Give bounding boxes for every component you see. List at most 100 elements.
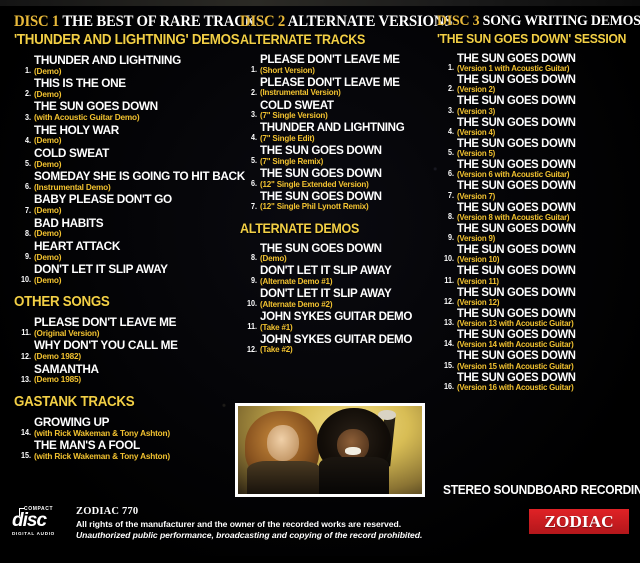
track-number: 15. [443, 360, 454, 370]
disc-title-1: THE BEST OF RARE TRACKS [62, 13, 264, 30]
track-item: 14. GROWING UP (with Rick Wakeman & Tony A… [14, 416, 236, 438]
track-title: THE MAN'S A FOOL [34, 438, 140, 453]
track-title: THE SUN GOES DOWN [260, 188, 382, 203]
track-title: THE SUN GOES DOWN [457, 72, 576, 86]
track-subtitle: (Version 12) [457, 297, 500, 307]
track-number: 3. [447, 105, 454, 115]
zodiac-label-logo: ZODIAC [529, 509, 629, 534]
photo-musician-left-face [267, 425, 299, 461]
cd-logo-disc-text: disc [12, 510, 47, 531]
track-item: 5. THE SUN GOES DOWN (7" Single Remix) [240, 144, 430, 166]
track-number: 2. [250, 87, 257, 97]
track-number: 4. [250, 133, 257, 143]
track-number: 8. [24, 228, 31, 238]
track-item: 3. THE SUN GOES DOWN (Version 3) [437, 94, 635, 116]
track-number: 12. [246, 344, 257, 354]
track-item: 5. COLD SWEAT (Demo) [14, 147, 236, 169]
disc-number-3: DISC 3 [437, 13, 480, 29]
track-item: 1. PLEASE DON'T LEAVE ME (Short Version) [240, 53, 430, 75]
track-subtitle: (Demo) [34, 65, 62, 76]
section-heading: OTHER SONGS [14, 294, 110, 311]
track-subtitle: (12" Single Phil Lynott Remix) [260, 201, 369, 212]
track-item: 9. HEART ATTACK (Demo) [14, 238, 236, 262]
track-item: 8. THE SUN GOES DOWN (Demo) [240, 242, 430, 264]
track-item: 13. SAMANTHA (Demo 1985) [14, 361, 236, 385]
track-title: WHY DON'T YOU CALL ME [34, 338, 178, 353]
zodiac-logo-text: ZODIAC [544, 511, 614, 531]
track-subtitle: (Version 15 with Acoustic Guitar) [457, 361, 574, 371]
track-title: PLEASE DON'T LEAVE ME [260, 74, 400, 89]
track-subtitle: (Version 13 with Acoustic Guitar) [457, 319, 574, 329]
top-edge-strip [0, 0, 640, 6]
track-item: 11. PLEASE DON'T LEAVE ME (Original Versio… [14, 316, 236, 338]
track-title: HEART ATTACK [34, 238, 121, 253]
track-number: 5. [447, 148, 454, 158]
disc-column-2: DISC 2 ALTERNATE VERSIONS ALTERNATE TRACK… [240, 14, 452, 356]
track-subtitle: (Demo) [34, 158, 62, 169]
track-number: 3. [250, 110, 257, 120]
track-subtitle: (Original Version) [34, 327, 100, 338]
legal-text-line-2: Unauthorized public performance, broadca… [76, 530, 423, 540]
track-item: 8. THE SUN GOES DOWN (Version 8 with Acous… [437, 200, 635, 222]
track-item: 13. THE SUN GOES DOWN (Version 13 with Aco… [437, 307, 635, 329]
track-list: 1. THE SUN GOES DOWN (Version 1 with Acous… [437, 50, 635, 392]
track-number: 5. [24, 159, 31, 169]
track-title: THE SUN GOES DOWN [260, 166, 382, 181]
track-subtitle: (12" Single Extended Version) [260, 178, 369, 189]
photo-musician-right-body [318, 457, 389, 494]
track-title: DON'T LET IT SLIP AWAY [260, 286, 392, 301]
track-subtitle: (Version 6 with Acoustic Guitar) [457, 170, 570, 180]
track-number: 6. [447, 169, 454, 179]
disc-subtitle-2: ALTERNATE TRACKS [240, 31, 366, 47]
track-subtitle: (Version 10) [457, 255, 500, 265]
track-subtitle: (Demo) [34, 205, 62, 216]
disc-title-3: SONG WRITING DEMOS [482, 13, 640, 29]
track-subtitle: (Version 4) [457, 127, 496, 137]
track-number: 1. [447, 63, 454, 72]
track-title: THE SUN GOES DOWN [260, 240, 382, 255]
disc-heading-3: DISC 3 SONG WRITING DEMOS [437, 13, 640, 29]
track-number: 1. [250, 64, 257, 74]
disc-title-2: ALTERNATE VERSIONS [287, 13, 453, 30]
track-title: SAMANTHA [34, 361, 99, 376]
track-item: 1. THUNDER AND LIGHTNING (Demo) [14, 54, 236, 76]
track-title: THE SUN GOES DOWN [457, 50, 576, 65]
track-subtitle: (Take #1) [260, 321, 293, 332]
track-item: 6. THE SUN GOES DOWN (12" Single Extended … [240, 167, 430, 189]
track-number: 10. [246, 299, 257, 309]
track-title: COLD SWEAT [260, 97, 334, 112]
track-subtitle: (Version 3) [457, 106, 496, 116]
footer: COMPACT disc DIGITAL AUDIO ZODIAC 770 Al… [0, 500, 640, 563]
photo-musician-right-face [337, 428, 369, 461]
track-subtitle: (7" Single Edit) [260, 133, 315, 144]
track-number: 9. [250, 276, 257, 286]
track-title: DON'T LET IT SLIP AWAY [260, 263, 392, 278]
catalog-number: ZODIAC 770 [76, 506, 139, 517]
track-subtitle: (Version 9) [457, 234, 496, 244]
track-subtitle: (Version 14 with Acoustic Guitar) [457, 340, 574, 350]
section-heading: GASTANK TRACKS [14, 393, 135, 410]
track-number: 4. [447, 126, 454, 136]
track-title: SOMEDAY SHE IS GOING TO HIT BACK [34, 169, 245, 184]
track-subtitle: (Demo) [34, 135, 62, 146]
section-heading: ALTERNATE DEMOS [240, 220, 360, 236]
disc-column-3: DISC 3 SONG WRITING DEMOS 'THE SUN GOES D… [437, 13, 640, 392]
track-item: 6. THE SUN GOES DOWN (Version 6 with Acous… [437, 158, 635, 180]
track-title: JOHN SYKES GUITAR DEMO [260, 309, 413, 324]
track-subtitle: (Version 5) [457, 149, 496, 159]
compact-disc-digital-audio-icon: COMPACT disc DIGITAL AUDIO [12, 506, 64, 538]
track-item: 3. COLD SWEAT (7" Single Version) [240, 99, 430, 121]
track-subtitle: (Demo) [34, 89, 62, 99]
track-number: 12. [443, 296, 454, 306]
track-subtitle: (Short Version) [260, 64, 315, 75]
track-title: THIS IS THE ONE [34, 76, 126, 91]
track-title: DON'T LET IT SLIP AWAY [34, 261, 168, 276]
band-photo-image [238, 406, 422, 494]
track-number: 13. [443, 318, 454, 328]
cd-logo-digital-audio-text: DIGITAL AUDIO [12, 531, 55, 536]
track-title: COLD SWEAT [34, 145, 109, 160]
track-subtitle: (with Rick Wakeman & Tony Ashton) [34, 450, 170, 461]
track-subtitle: (Instrumental Version) [260, 87, 341, 98]
track-subtitle: (Demo) [34, 228, 62, 239]
